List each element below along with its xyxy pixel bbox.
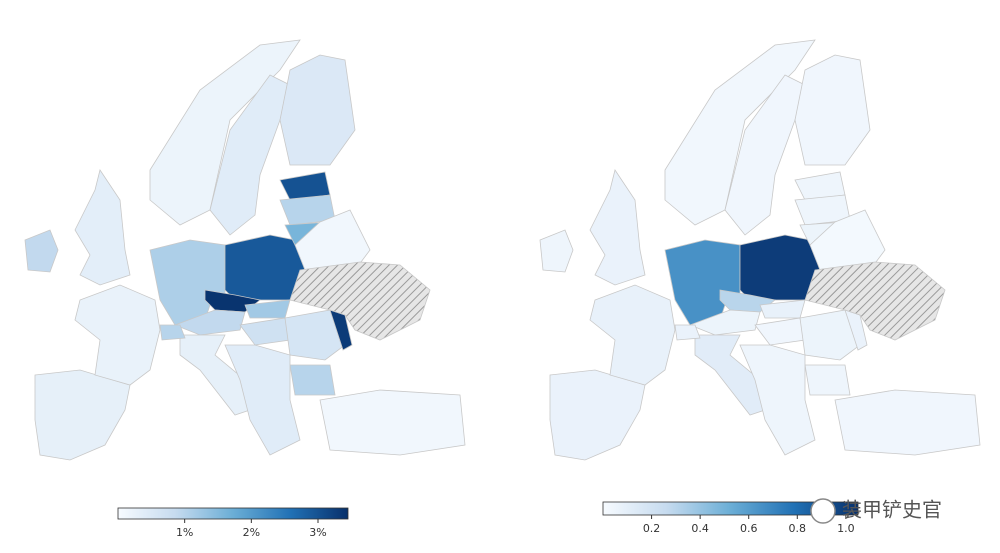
watermark: 装甲铲史官 — [810, 498, 942, 524]
region — [688, 309, 761, 336]
region — [834, 389, 981, 456]
region — [74, 284, 161, 386]
region — [319, 389, 466, 456]
region — [754, 317, 806, 346]
colorbar — [117, 507, 349, 520]
region — [224, 344, 301, 456]
region — [804, 364, 851, 396]
colorbar-tick-label: 0.8 — [789, 522, 807, 535]
region — [289, 364, 336, 396]
colorbar-tick-label: 0.6 — [740, 522, 758, 535]
region — [799, 309, 861, 361]
region — [279, 54, 356, 166]
region — [173, 309, 246, 336]
colorbar-tick-label: 2% — [243, 526, 260, 539]
colorbar-tick-label: 0.2 — [643, 522, 661, 535]
colorbar-tick-label: 1% — [176, 526, 193, 539]
region — [549, 369, 646, 461]
region — [24, 229, 59, 273]
colorbar-tick-label: 0.4 — [691, 522, 709, 535]
map — [24, 39, 466, 461]
watermark-icon — [810, 498, 836, 524]
region — [589, 169, 646, 286]
region — [284, 309, 346, 361]
watermark-text: 装甲铲史官 — [842, 498, 942, 522]
region — [739, 344, 816, 456]
region — [74, 169, 131, 286]
region — [674, 324, 701, 341]
region — [289, 261, 431, 341]
region — [239, 317, 291, 346]
colorbar-tick-label: 3% — [309, 526, 326, 539]
region — [539, 229, 574, 273]
region — [794, 54, 871, 166]
colorbar — [602, 501, 859, 516]
region — [159, 324, 186, 341]
colorbar-tick-label: 1.0 — [837, 522, 855, 535]
region — [34, 369, 131, 461]
region — [589, 284, 676, 386]
map — [539, 39, 981, 461]
region — [804, 261, 946, 341]
